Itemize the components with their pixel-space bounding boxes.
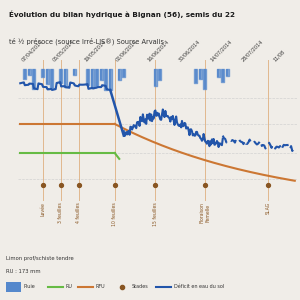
Text: RU: RU [66,284,73,290]
Text: SLAG: SLAG [265,202,270,214]
Text: Levée: Levée [40,202,45,216]
Text: Évolution du bilan hydrique à Bignan (56), semis du 22: Évolution du bilan hydrique à Bignan (56… [9,11,235,18]
Text: 4 feuilles: 4 feuilles [76,202,81,223]
Text: Pluie: Pluie [24,284,36,290]
Text: 10 feuilles: 10 feuilles [112,202,117,226]
Text: 14/07/2014: 14/07/2014 [209,39,233,62]
Text: 07/04/2014: 07/04/2014 [20,39,44,62]
Text: RU : 173 mm: RU : 173 mm [6,269,40,275]
Text: RFU: RFU [96,284,106,290]
Bar [6,282,21,292]
Text: 30/06/2014: 30/06/2014 [178,39,201,62]
Text: 19/05/2014: 19/05/2014 [83,39,107,62]
Text: 05/05/2014: 05/05/2014 [52,39,75,62]
Text: 15 feuilles: 15 feuilles [153,202,158,226]
Text: 3 feuilles: 3 feuilles [58,202,63,223]
Text: Déficit en eau du sol: Déficit en eau du sol [174,284,224,290]
Text: 02/06/2014: 02/06/2014 [115,39,138,62]
Text: 16/06/2014: 16/06/2014 [146,39,170,62]
Text: 28/07/2014: 28/07/2014 [241,39,264,62]
Text: 11/08: 11/08 [272,49,286,62]
Text: Limon prof/schiste tendre: Limon prof/schiste tendre [6,256,74,261]
Text: té ½ précoce (source Irré-LIS®) Source Arvalis: té ½ précoce (source Irré-LIS®) Source A… [9,37,164,45]
Text: Floraison
Femelle: Floraison Femelle [199,202,210,223]
Text: Stades: Stades [132,284,149,290]
